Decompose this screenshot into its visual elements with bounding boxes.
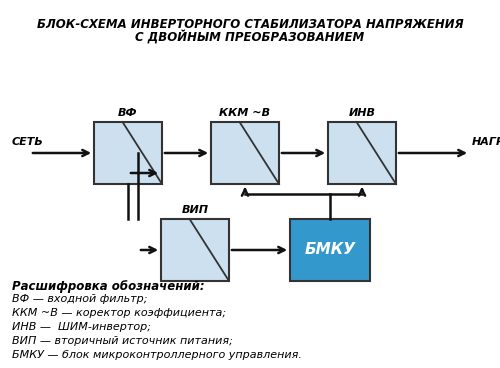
Text: СЕТЬ: СЕТЬ: [12, 137, 44, 147]
Bar: [94, 122, 162, 184]
Bar: [328, 122, 396, 184]
Text: ККМ ~В — коректор коэффициента;: ККМ ~В — коректор коэффициента;: [12, 308, 226, 318]
Text: ККМ ~В: ККМ ~В: [220, 108, 270, 118]
Bar: [290, 219, 370, 281]
Text: БМКУ: БМКУ: [304, 243, 356, 258]
Text: Расшифровка обозначений:: Расшифровка обозначений:: [12, 280, 204, 293]
Text: ВФ — входной фильтр;: ВФ — входной фильтр;: [12, 294, 147, 304]
Text: БЛОК-СХЕМА ИНВЕРТОРНОГО СТАБИЛИЗАТОРА НАПРЯЖЕНИЯ: БЛОК-СХЕМА ИНВЕРТОРНОГО СТАБИЛИЗАТОРА НА…: [36, 18, 464, 31]
Text: ВФ: ВФ: [118, 108, 138, 118]
Text: ВИП — вторичный источник питания;: ВИП — вторичный источник питания;: [12, 336, 233, 346]
Text: ВИП: ВИП: [182, 205, 208, 215]
Bar: [161, 219, 229, 281]
Text: НАГРУЗКА: НАГРУЗКА: [472, 137, 500, 147]
Text: С ДВОЙНЫМ ПРЕОБРАЗОВАНИЕМ: С ДВОЙНЫМ ПРЕОБРАЗОВАНИЕМ: [136, 30, 364, 44]
Text: БМКУ — блок микроконтроллерного управления.: БМКУ — блок микроконтроллерного управлен…: [12, 350, 302, 360]
Text: ИНВ: ИНВ: [348, 108, 376, 118]
Text: ИНВ —  ШИМ-инвертор;: ИНВ — ШИМ-инвертор;: [12, 322, 151, 332]
Bar: [211, 122, 279, 184]
